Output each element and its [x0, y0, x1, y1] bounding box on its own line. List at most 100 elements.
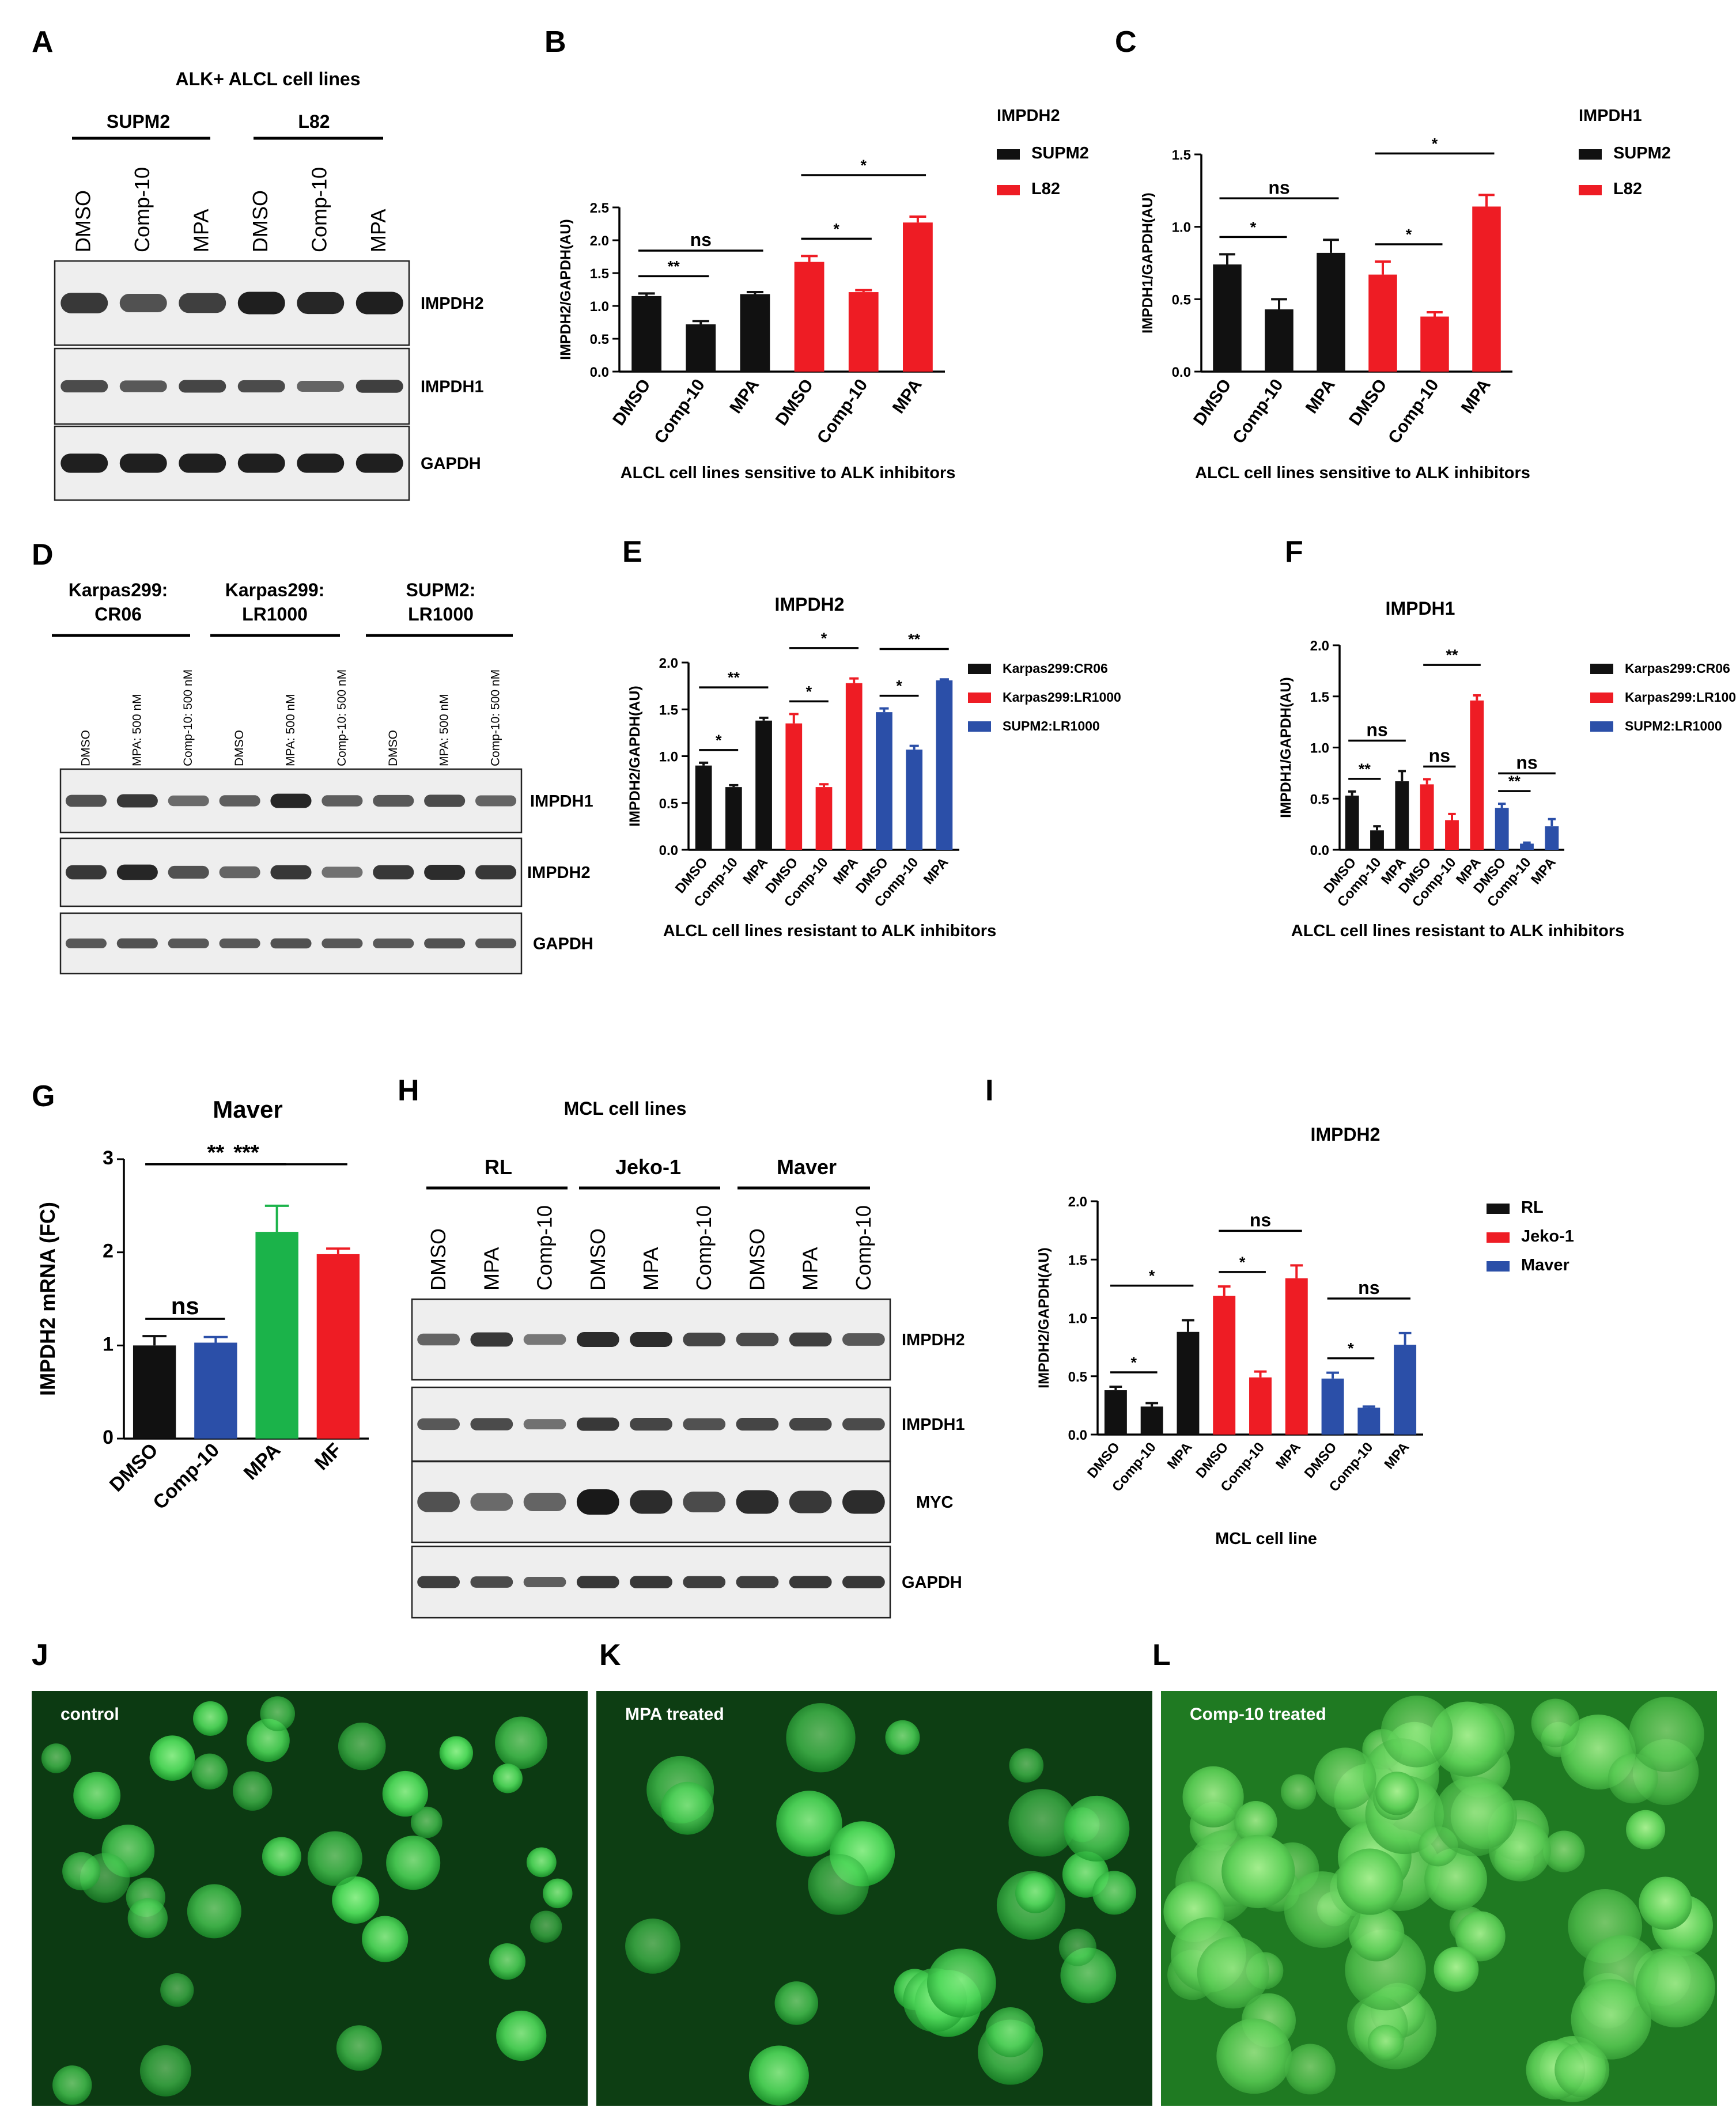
significance-label: **	[207, 1141, 225, 1165]
blot-band	[523, 1576, 566, 1588]
bar	[1420, 784, 1434, 850]
blot-band	[789, 1332, 832, 1347]
band-label: GAPDH	[902, 1573, 962, 1592]
blot-band	[297, 381, 345, 392]
y-tick-label: 1.0	[1172, 220, 1191, 236]
group-label: Maver	[777, 1155, 837, 1179]
fluorescent-cell	[1336, 1848, 1404, 1915]
lane-label: Comp-10	[692, 1205, 716, 1291]
blot-band	[630, 1418, 672, 1431]
fluorescent-cell	[489, 1943, 526, 1980]
x-axis-label: ALCL cell lines sensitive to ALK inhibit…	[1195, 464, 1530, 482]
fluorescent-cell	[332, 1876, 380, 1924]
bar	[1213, 1296, 1236, 1435]
lane-label: DMSO	[426, 1228, 450, 1291]
fluorescent-cell	[530, 1910, 562, 1943]
significance-label: **	[668, 258, 680, 275]
significance-label: **	[1359, 760, 1371, 778]
blot-band	[523, 1334, 566, 1345]
lane-label: MPA	[799, 1247, 822, 1291]
blot-band	[630, 1490, 672, 1514]
bar	[1368, 274, 1397, 372]
bar	[194, 1342, 237, 1439]
bar	[1140, 1406, 1163, 1435]
significance-label: **	[1508, 773, 1521, 790]
bar	[936, 680, 953, 850]
western-blot-H: MCL cell lines RL Jeko-1 Maver DMSO MPA Comp-1…	[411, 1098, 965, 1619]
legend-label: L82	[1031, 180, 1060, 198]
x-axis-label: ALCL cell lines sensitive to ALK inhibit…	[621, 464, 956, 482]
panel-letter-G: G	[32, 1080, 55, 1113]
fluorescent-cell	[262, 1837, 301, 1876]
significance-label: *	[1250, 218, 1257, 236]
fluorescent-cell	[1555, 2042, 1610, 2098]
bar	[906, 750, 923, 850]
lane-label: DMSO	[387, 730, 400, 766]
bar	[695, 765, 712, 850]
legend-title: IMPDH1	[1579, 107, 1642, 125]
blot-band	[424, 864, 466, 880]
fluorescent-cell	[410, 1806, 442, 1838]
x-tick-label: MPA	[1164, 1440, 1196, 1473]
legend-swatch	[1487, 1204, 1510, 1214]
x-tick-label: MPA	[1273, 1440, 1304, 1473]
band-label: GAPDH	[421, 455, 481, 473]
blot-band	[842, 1418, 885, 1431]
panel-letter-F: F	[1285, 535, 1303, 569]
fluorescent-cell	[187, 1884, 241, 1939]
y-axis-label: IMPDH2/GAPDH(AU)	[627, 686, 643, 826]
blot-band	[373, 794, 414, 807]
legend-swatch	[968, 664, 991, 674]
y-tick-label: 0.0	[1068, 1428, 1087, 1443]
bar	[1470, 700, 1484, 850]
group-label: SUPM2:	[406, 580, 476, 600]
y-tick-label: 1.0	[590, 299, 609, 315]
lane-label: MPA: 500 nM	[438, 694, 451, 766]
blot-title: MCL cell lines	[564, 1098, 687, 1119]
blot-band	[219, 866, 260, 879]
lane-label: MPA	[639, 1247, 663, 1291]
x-tick-label: DMSO	[772, 376, 818, 429]
significance-label: *	[1432, 135, 1438, 152]
significance-label: ns	[1516, 752, 1537, 773]
blot-band	[523, 1419, 566, 1429]
band-label: IMPDH2	[527, 864, 591, 882]
significance-label: **	[1446, 646, 1458, 664]
bar	[1472, 206, 1501, 372]
blot-band	[842, 1576, 885, 1588]
fluorescent-cell	[233, 1771, 273, 1811]
micrograph-label: Comp-10 treated	[1190, 1705, 1326, 1724]
legend-label: SUPM2:LR1000	[1003, 718, 1100, 733]
significance-label: *	[1149, 1267, 1155, 1285]
band-label: IMPDH1	[421, 378, 484, 396]
fluorescent-cell	[1058, 1928, 1096, 1966]
fluorescent-cell	[1434, 1776, 1514, 1857]
fluorescent-cell	[73, 1772, 121, 1819]
x-tick-label: MPA	[1528, 855, 1559, 888]
chart-title: Maver	[213, 1096, 282, 1123]
y-tick-label: 2.0	[1310, 638, 1329, 654]
significance-label: **	[728, 669, 740, 686]
fluorescent-cell	[926, 1948, 996, 2018]
significance-label: ns	[1366, 720, 1387, 740]
blot-band	[424, 794, 466, 807]
western-blot-D: Karpas299: CR06 Karpas299: LR1000 SUPM2: LR10…	[52, 580, 593, 975]
bar	[1265, 309, 1294, 372]
band-label: GAPDH	[533, 935, 593, 953]
blot-band	[417, 1418, 460, 1431]
blot-band	[470, 1418, 513, 1431]
fluorescent-cell	[1639, 1876, 1692, 1930]
blot-band	[683, 1418, 726, 1431]
bar	[133, 1345, 176, 1439]
x-tick-label: Comp-10	[1229, 376, 1287, 447]
group-label: L82	[298, 111, 330, 132]
fluorescent-cell	[41, 1743, 71, 1773]
bar	[845, 683, 863, 850]
fluorescent-cell	[1092, 1871, 1136, 1915]
fluorescent-cell	[386, 1836, 441, 1890]
blot-band	[630, 1331, 672, 1348]
y-tick-label: 0.5	[659, 796, 678, 812]
bar	[1345, 795, 1359, 850]
y-tick-label: 2.0	[1068, 1194, 1087, 1210]
micrograph-J: control	[32, 1691, 588, 2106]
